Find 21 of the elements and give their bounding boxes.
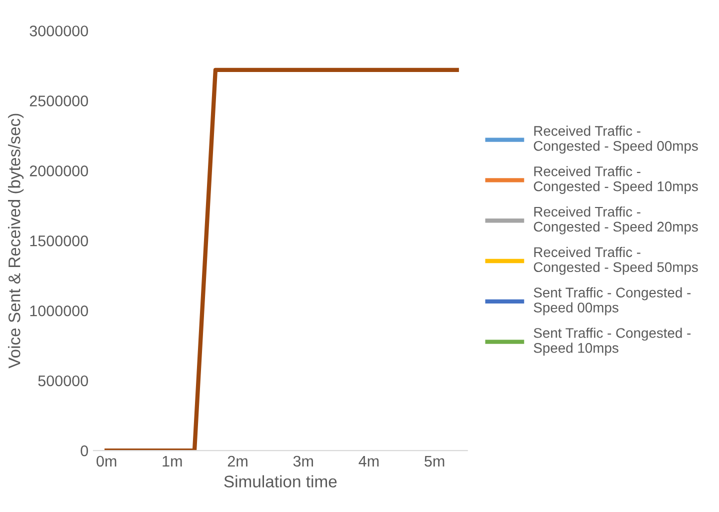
legend-label: Received Traffic - Congested - Speed 00mps [534, 126, 698, 154]
legend-label: Sent Traffic - Congested - Speed 10mps [534, 328, 691, 356]
y-tick-label: 1500000 [30, 236, 88, 246]
y-tick-label: 0 [80, 445, 88, 456]
x-tick-label: 2m [228, 456, 248, 466]
x-tick-label: 1m [162, 456, 182, 466]
x-tick-label: 5m [424, 456, 444, 467]
legend-label: Received Traffic - Congested - Speed 20mps [534, 206, 698, 234]
legend-label: Received Traffic - Congested - Speed 10mps [534, 166, 698, 194]
legend-label: Received Traffic - Congested - Speed 50mps [534, 246, 698, 275]
y-tick-label: 2500000 [30, 96, 88, 106]
y-axis-title: Voice Sent & Received (bytes/sec) [8, 114, 24, 368]
legend-label: Sent Traffic - Congested - Speed 00mps [534, 287, 691, 316]
y-tick-label: 2000000 [30, 166, 88, 176]
y-tick-label: 1000000 [30, 305, 88, 316]
x-tick-label: 4m [358, 456, 379, 466]
x-tick-label: 0m [96, 456, 116, 467]
x-axis-title: Simulation time [224, 475, 337, 488]
y-tick-label: 3000000 [30, 26, 88, 36]
x-tick-label: 3m [293, 456, 313, 467]
y-tick-label: 500000 [38, 375, 88, 386]
